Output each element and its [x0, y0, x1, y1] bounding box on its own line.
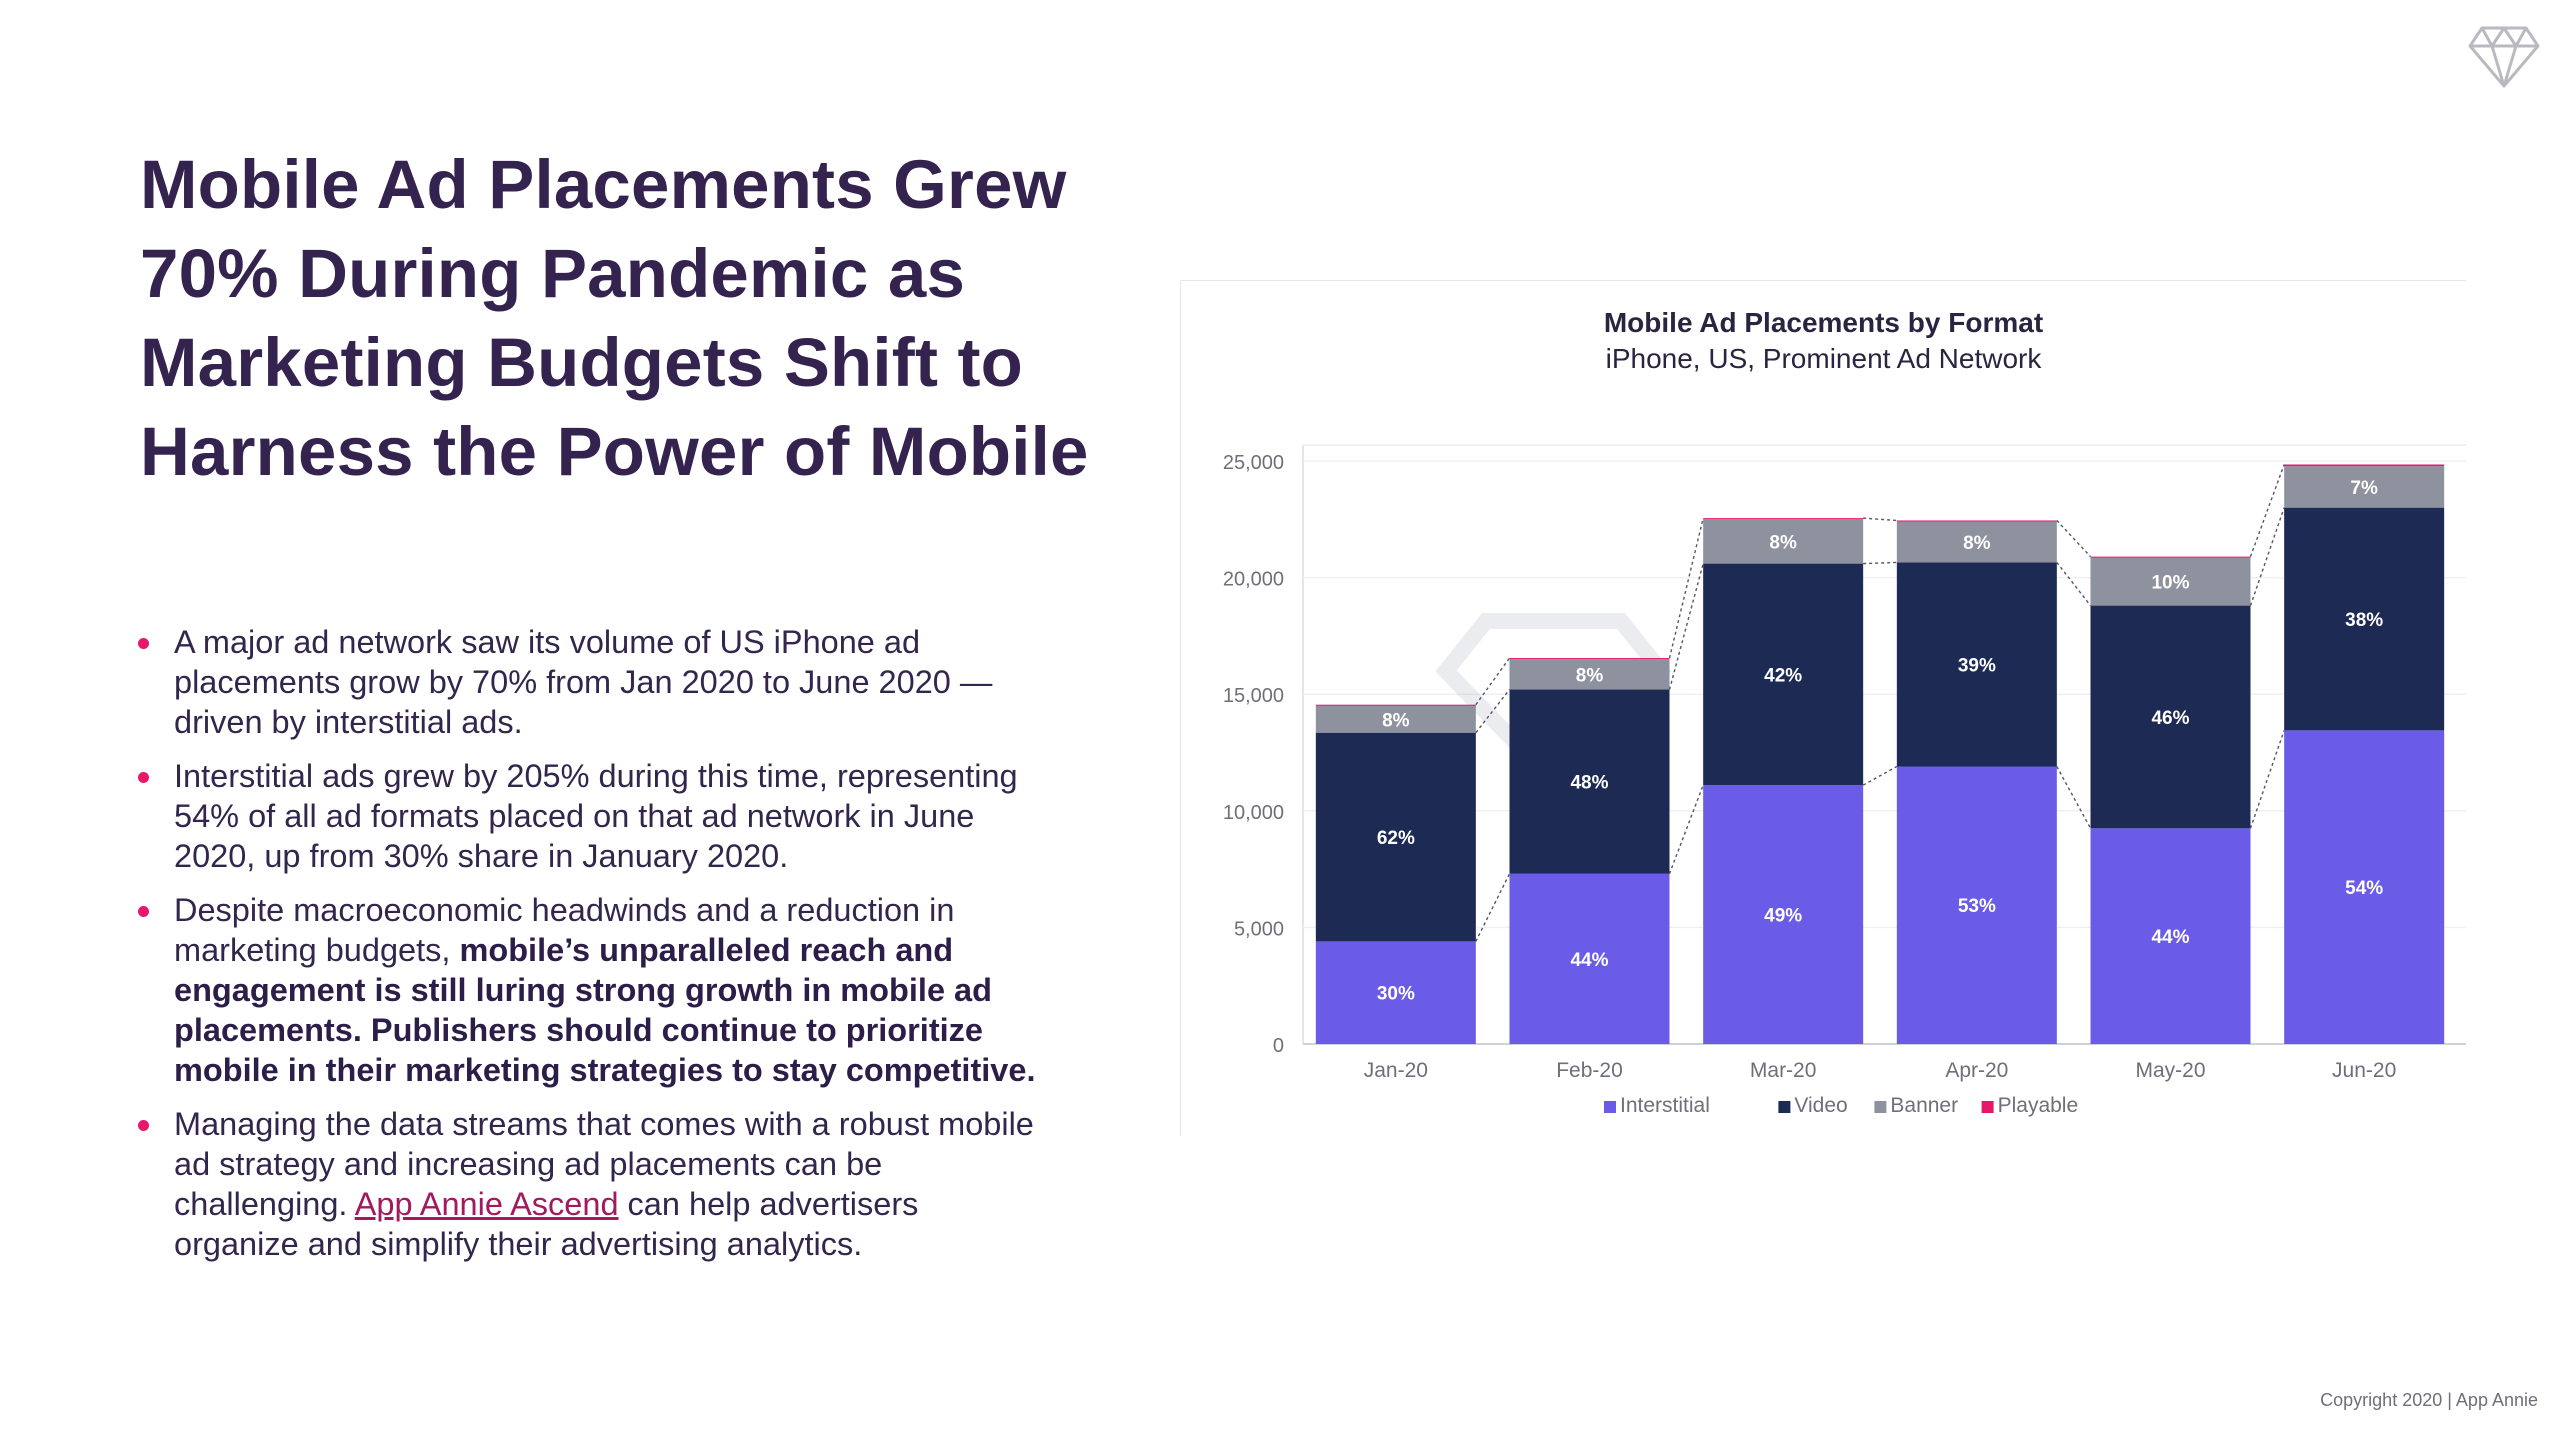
- bar-segment-banner: [1896, 521, 2057, 563]
- bullet-item: A major ad network saw its volume of US …: [130, 622, 1050, 742]
- bullet-text: Interstitial ads grew by 205% during thi…: [174, 758, 1018, 874]
- data-label: 42%: [1764, 665, 1802, 686]
- bar-segment-banner: [2284, 466, 2445, 508]
- legend-label: Interstitial: [1620, 1094, 1710, 1117]
- data-label: 48%: [1570, 773, 1608, 794]
- data-label: 38%: [2345, 610, 2383, 631]
- connector-line: [1668, 563, 1704, 690]
- bar-segment-banner: [1703, 519, 1864, 564]
- legend-label: Video: [1794, 1094, 1847, 1117]
- y-tick-label: 20,000: [1223, 569, 1284, 591]
- chart-title: Mobile Ad Placements by Format: [1603, 307, 2044, 338]
- data-label: 44%: [1570, 950, 1608, 971]
- bar-segment-interstitial: [2090, 828, 2251, 1044]
- data-label: 7%: [2350, 478, 2378, 499]
- connector-line: [1475, 657, 1511, 706]
- data-label: 46%: [2151, 708, 2189, 729]
- chart-subtitle: iPhone, US, Prominent Ad Network: [1605, 343, 2042, 374]
- bar-segment-interstitial: [1315, 941, 1476, 1044]
- bullet-text: Despite macroeconomic headwinds and a re…: [174, 892, 955, 968]
- bar-segment-playable: [2284, 464, 2445, 467]
- bar-segment-video: [1509, 689, 1670, 874]
- data-label: 8%: [1576, 665, 1604, 686]
- x-tick-label: May-20: [2135, 1059, 2205, 1082]
- bar-segment-interstitial: [2284, 730, 2445, 1044]
- copyright-text: Copyright 2020 | App Annie: [2320, 1390, 2538, 1410]
- bar-segment-interstitial: [1896, 766, 2057, 1044]
- chart-panel: Mobile Ad Placements by Format iPhone, U…: [1180, 280, 2466, 1136]
- bullet-item: Managing the data streams that comes wit…: [130, 1104, 1050, 1264]
- connector-line: [1475, 873, 1511, 942]
- connector-line: [1863, 561, 1897, 565]
- connector-line: [1863, 517, 1897, 522]
- y-tick-label: 15,000: [1223, 685, 1284, 707]
- connector-line: [2249, 464, 2285, 557]
- bullet-list: A major ad network saw its volume of US …: [130, 622, 1050, 1278]
- legend-swatch: [1874, 1101, 1887, 1113]
- bullet-dot-icon: [138, 906, 149, 917]
- stacked-bar-chart: 0 5,000 10,000 15,000 20,000 25,000 30% 62% 8% Ja…: [1223, 444, 2466, 1117]
- data-label: 53%: [1958, 896, 1996, 917]
- y-tick-label: 25,000: [1223, 452, 1284, 474]
- data-label: 8%: [1382, 710, 1410, 731]
- bar-segment-interstitial: [1509, 873, 1670, 1044]
- bullet-item: Despite macroeconomic headwinds and a re…: [130, 890, 1050, 1090]
- x-tick-label: Apr-20: [1945, 1059, 2008, 1082]
- connector-line: [1668, 784, 1704, 875]
- legend-swatch: [1604, 1101, 1616, 1113]
- data-label: 62%: [1377, 828, 1415, 849]
- bullet-text: Managing the data streams that comes wit…: [174, 1106, 1034, 1222]
- bar-segment-video: [2284, 507, 2445, 731]
- bar-segment-video: [1896, 562, 2057, 767]
- legend-label: Playable: [1998, 1094, 2079, 1117]
- bullet-text: can help advertisers organize and simpli…: [174, 1186, 919, 1262]
- bar-segment-video: [2090, 605, 2251, 829]
- bullet-text: A major ad network saw its volume of US …: [174, 624, 993, 740]
- connector-line: [2056, 562, 2092, 607]
- data-label: 49%: [1764, 906, 1802, 927]
- bar-segment-playable: [1509, 658, 1670, 660]
- bar-segment-video: [1315, 732, 1476, 942]
- app-annie-ascend-link[interactable]: App Annie Ascend: [354, 1186, 619, 1222]
- data-label: 44%: [2151, 927, 2189, 948]
- diamond-logo-icon: [2468, 26, 2540, 88]
- data-label: 8%: [1963, 533, 1991, 554]
- connector-line: [2056, 519, 2092, 558]
- bullet-dot-icon: [138, 772, 149, 783]
- bullet-dot-icon: [138, 638, 149, 649]
- legend-swatch: [1981, 1101, 1994, 1113]
- data-label: 54%: [2345, 878, 2383, 899]
- connector-line: [1862, 765, 1898, 786]
- data-label: 30%: [1377, 984, 1415, 1005]
- y-tick-label: 10,000: [1223, 802, 1284, 824]
- connector-line: [1668, 517, 1704, 659]
- bar-segment-banner: [1315, 705, 1476, 733]
- connector-line: [2249, 507, 2285, 606]
- bar-segment-video: [1703, 563, 1864, 786]
- data-label: 10%: [2151, 573, 2189, 594]
- x-tick-label: Jun-20: [2332, 1059, 2396, 1082]
- data-label: 8%: [1769, 532, 1797, 553]
- bar-segment-playable: [1896, 520, 2057, 522]
- bullet-item: Interstitial ads grew by 205% during thi…: [130, 756, 1050, 876]
- x-tick-label: Feb-20: [1556, 1059, 1623, 1082]
- legend-swatch: [1778, 1101, 1791, 1113]
- legend-label: Banner: [1890, 1094, 1958, 1117]
- x-tick-label: Mar-20: [1750, 1059, 1817, 1082]
- bar-segment-banner: [1509, 659, 1670, 690]
- bar-segment-banner: [2090, 557, 2251, 606]
- bar-segment-playable: [2090, 556, 2251, 558]
- page-title: Mobile Ad Placements Grew 70% During Pan…: [140, 146, 1089, 490]
- y-tick-label: 5,000: [1234, 918, 1284, 940]
- data-label: 39%: [1958, 655, 1996, 676]
- bullet-bold-text: mobile’s unparalleled reach and engageme…: [174, 932, 1036, 1088]
- bullet-dot-icon: [138, 1120, 149, 1131]
- x-tick-label: Jan-20: [1364, 1059, 1428, 1082]
- bar-segment-playable: [1315, 704, 1476, 706]
- connector-line: [2056, 766, 2092, 829]
- connector-line: [2249, 730, 2285, 829]
- bar-segment-playable: [1703, 518, 1864, 520]
- y-tick-label: 0: [1273, 1035, 1284, 1057]
- bar-segment-interstitial: [1703, 785, 1864, 1044]
